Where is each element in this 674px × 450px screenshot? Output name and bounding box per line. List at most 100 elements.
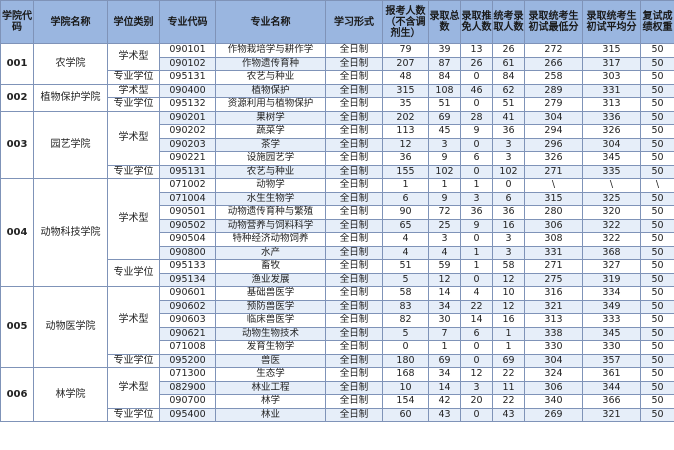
retest-weight-cell: 50 (640, 380, 674, 395)
retest-weight-cell: 50 (640, 353, 674, 368)
major-code-cell: 095132 (159, 97, 216, 112)
study-form-cell: 全日制 (325, 191, 383, 206)
major-code-cell: 090621 (159, 326, 216, 341)
major-name-cell: 林学 (215, 394, 326, 409)
header-retest-weight: 复试成绩权重 (640, 0, 674, 44)
retest-weight-cell: 50 (640, 97, 674, 112)
recommended-admitted-cell: 1 (460, 259, 493, 274)
avg-score-cell: 366 (582, 394, 641, 409)
min-score-cell: 304 (524, 353, 583, 368)
recommended-admitted-cell: 26 (460, 56, 493, 71)
avg-score-cell: \ (582, 178, 641, 193)
recommended-admitted-cell: 3 (460, 380, 493, 395)
table-row: 专业学位 095131 农艺与种业 全日制 48 84 0 84 258 303 50 (1, 70, 674, 85)
applicants-cell: 82 (382, 313, 429, 328)
college-code-cell: 005 (0, 286, 34, 368)
major-code-cell: 095400 (159, 407, 216, 422)
major-name-cell: 特种经济动物饲养 (215, 232, 326, 247)
min-score-cell: 271 (524, 259, 583, 274)
exam-admitted-cell: 0 (492, 178, 525, 193)
college-code-cell: 002 (0, 83, 34, 112)
min-score-cell: 269 (524, 407, 583, 422)
degree-type-cell: 学术型 (107, 83, 160, 98)
applicants-cell: 113 (382, 124, 429, 139)
recommended-admitted-cell: 0 (460, 97, 493, 112)
recommended-admitted-cell: 0 (460, 272, 493, 287)
min-score-cell: 338 (524, 326, 583, 341)
total-admitted-cell: 7 (428, 326, 461, 341)
total-admitted-cell: 3 (428, 232, 461, 247)
table-row: 006 林学院 学术型 071300 生态学 全日制 168 34 12 22 324 361 50 (0, 367, 674, 422)
applicants-cell: 207 (382, 56, 429, 71)
major-code-cell: 090502 (159, 218, 216, 233)
header-college-name: 学院名称 (33, 0, 108, 44)
applicants-cell: 51 (382, 259, 429, 274)
table-row: 005 动物医学院 学术型 090601 基础兽医学 全日制 58 14 4 10 316 334 50 (0, 286, 674, 368)
avg-score-cell: 336 (582, 110, 641, 125)
applicants-cell: 48 (382, 70, 429, 85)
retest-weight-cell: 50 (640, 218, 674, 233)
exam-admitted-cell: 22 (492, 394, 525, 409)
avg-score-cell: 357 (582, 353, 641, 368)
min-score-cell: 304 (524, 110, 583, 125)
applicants-cell: 65 (382, 218, 429, 233)
retest-weight-cell: 50 (640, 259, 674, 274)
major-name-cell: 果树学 (215, 110, 326, 125)
min-score-cell: 272 (524, 43, 583, 58)
retest-weight-cell: 50 (640, 407, 674, 422)
exam-admitted-cell: 3 (492, 232, 525, 247)
retest-weight-cell: 50 (640, 340, 674, 355)
total-admitted-cell: 102 (428, 164, 461, 179)
study-form-cell: 全日制 (325, 272, 383, 287)
avg-score-cell: 325 (582, 191, 641, 206)
min-score-cell: 324 (524, 367, 583, 382)
retest-weight-cell: 50 (640, 272, 674, 287)
exam-admitted-cell: 69 (492, 353, 525, 368)
total-admitted-cell: 39 (428, 43, 461, 58)
total-admitted-cell: 1 (428, 178, 461, 193)
exam-admitted-cell: 22 (492, 367, 525, 382)
total-admitted-cell: 42 (428, 394, 461, 409)
table-row: 090700 林学 全日制 154 42 20 22 340 366 50 (1, 394, 674, 409)
college-name-cell: 农学院 (33, 43, 108, 85)
table-row: 专业学位 095200 兽医 全日制 180 69 0 69 304 357 50 (1, 353, 674, 368)
college-code-cell: 001 (0, 43, 34, 85)
table-row: 专业学位 095132 资源利用与植物保护 全日制 35 51 0 51 279 313 50 (1, 97, 674, 112)
exam-admitted-cell: 1 (492, 340, 525, 355)
total-admitted-cell: 1 (428, 340, 461, 355)
table-header-row: 学院代码 学院名称 学位类别 专业代码 专业名称 学习形式 报考人数（不含调剂生… (0, 0, 674, 44)
total-admitted-cell: 34 (428, 299, 461, 314)
exam-admitted-cell: 36 (492, 124, 525, 139)
applicants-cell: 5 (382, 272, 429, 287)
major-code-cell: 071002 (159, 178, 216, 193)
header-recommended-admitted: 录取推免人数 (460, 0, 493, 44)
major-code-cell: 095134 (159, 272, 216, 287)
avg-score-cell: 304 (582, 137, 641, 152)
recommended-admitted-cell: 0 (460, 353, 493, 368)
major-name-cell: 生态学 (215, 367, 326, 382)
major-code-cell: 095131 (159, 164, 216, 179)
avg-score-cell: 345 (582, 326, 641, 341)
retest-weight-cell: 50 (640, 56, 674, 71)
total-admitted-cell: 12 (428, 272, 461, 287)
recommended-admitted-cell: 3 (460, 191, 493, 206)
major-code-cell: 095131 (159, 70, 216, 85)
avg-score-cell: 368 (582, 245, 641, 260)
total-admitted-cell: 9 (428, 151, 461, 166)
major-name-cell: 水产 (215, 245, 326, 260)
recommended-admitted-cell: 20 (460, 394, 493, 409)
major-name-cell: 植物保护 (215, 83, 326, 98)
college-name-cell: 动物科技学院 (33, 178, 108, 287)
min-score-cell: 294 (524, 124, 583, 139)
table-row: 090603 临床兽医学 全日制 82 30 14 16 313 333 50 (1, 313, 674, 328)
study-form-cell: 全日制 (325, 232, 383, 247)
degree-type-cell: 专业学位 (107, 259, 160, 287)
recommended-admitted-cell: 22 (460, 299, 493, 314)
retest-weight-cell: 50 (640, 367, 674, 382)
applicants-cell: 36 (382, 151, 429, 166)
table-row: 专业学位 095400 林业 全日制 60 43 0 43 269 321 50 (1, 407, 674, 422)
header-exam-admitted: 统考录取人数 (492, 0, 525, 44)
applicants-cell: 0 (382, 340, 429, 355)
applicants-cell: 5 (382, 326, 429, 341)
